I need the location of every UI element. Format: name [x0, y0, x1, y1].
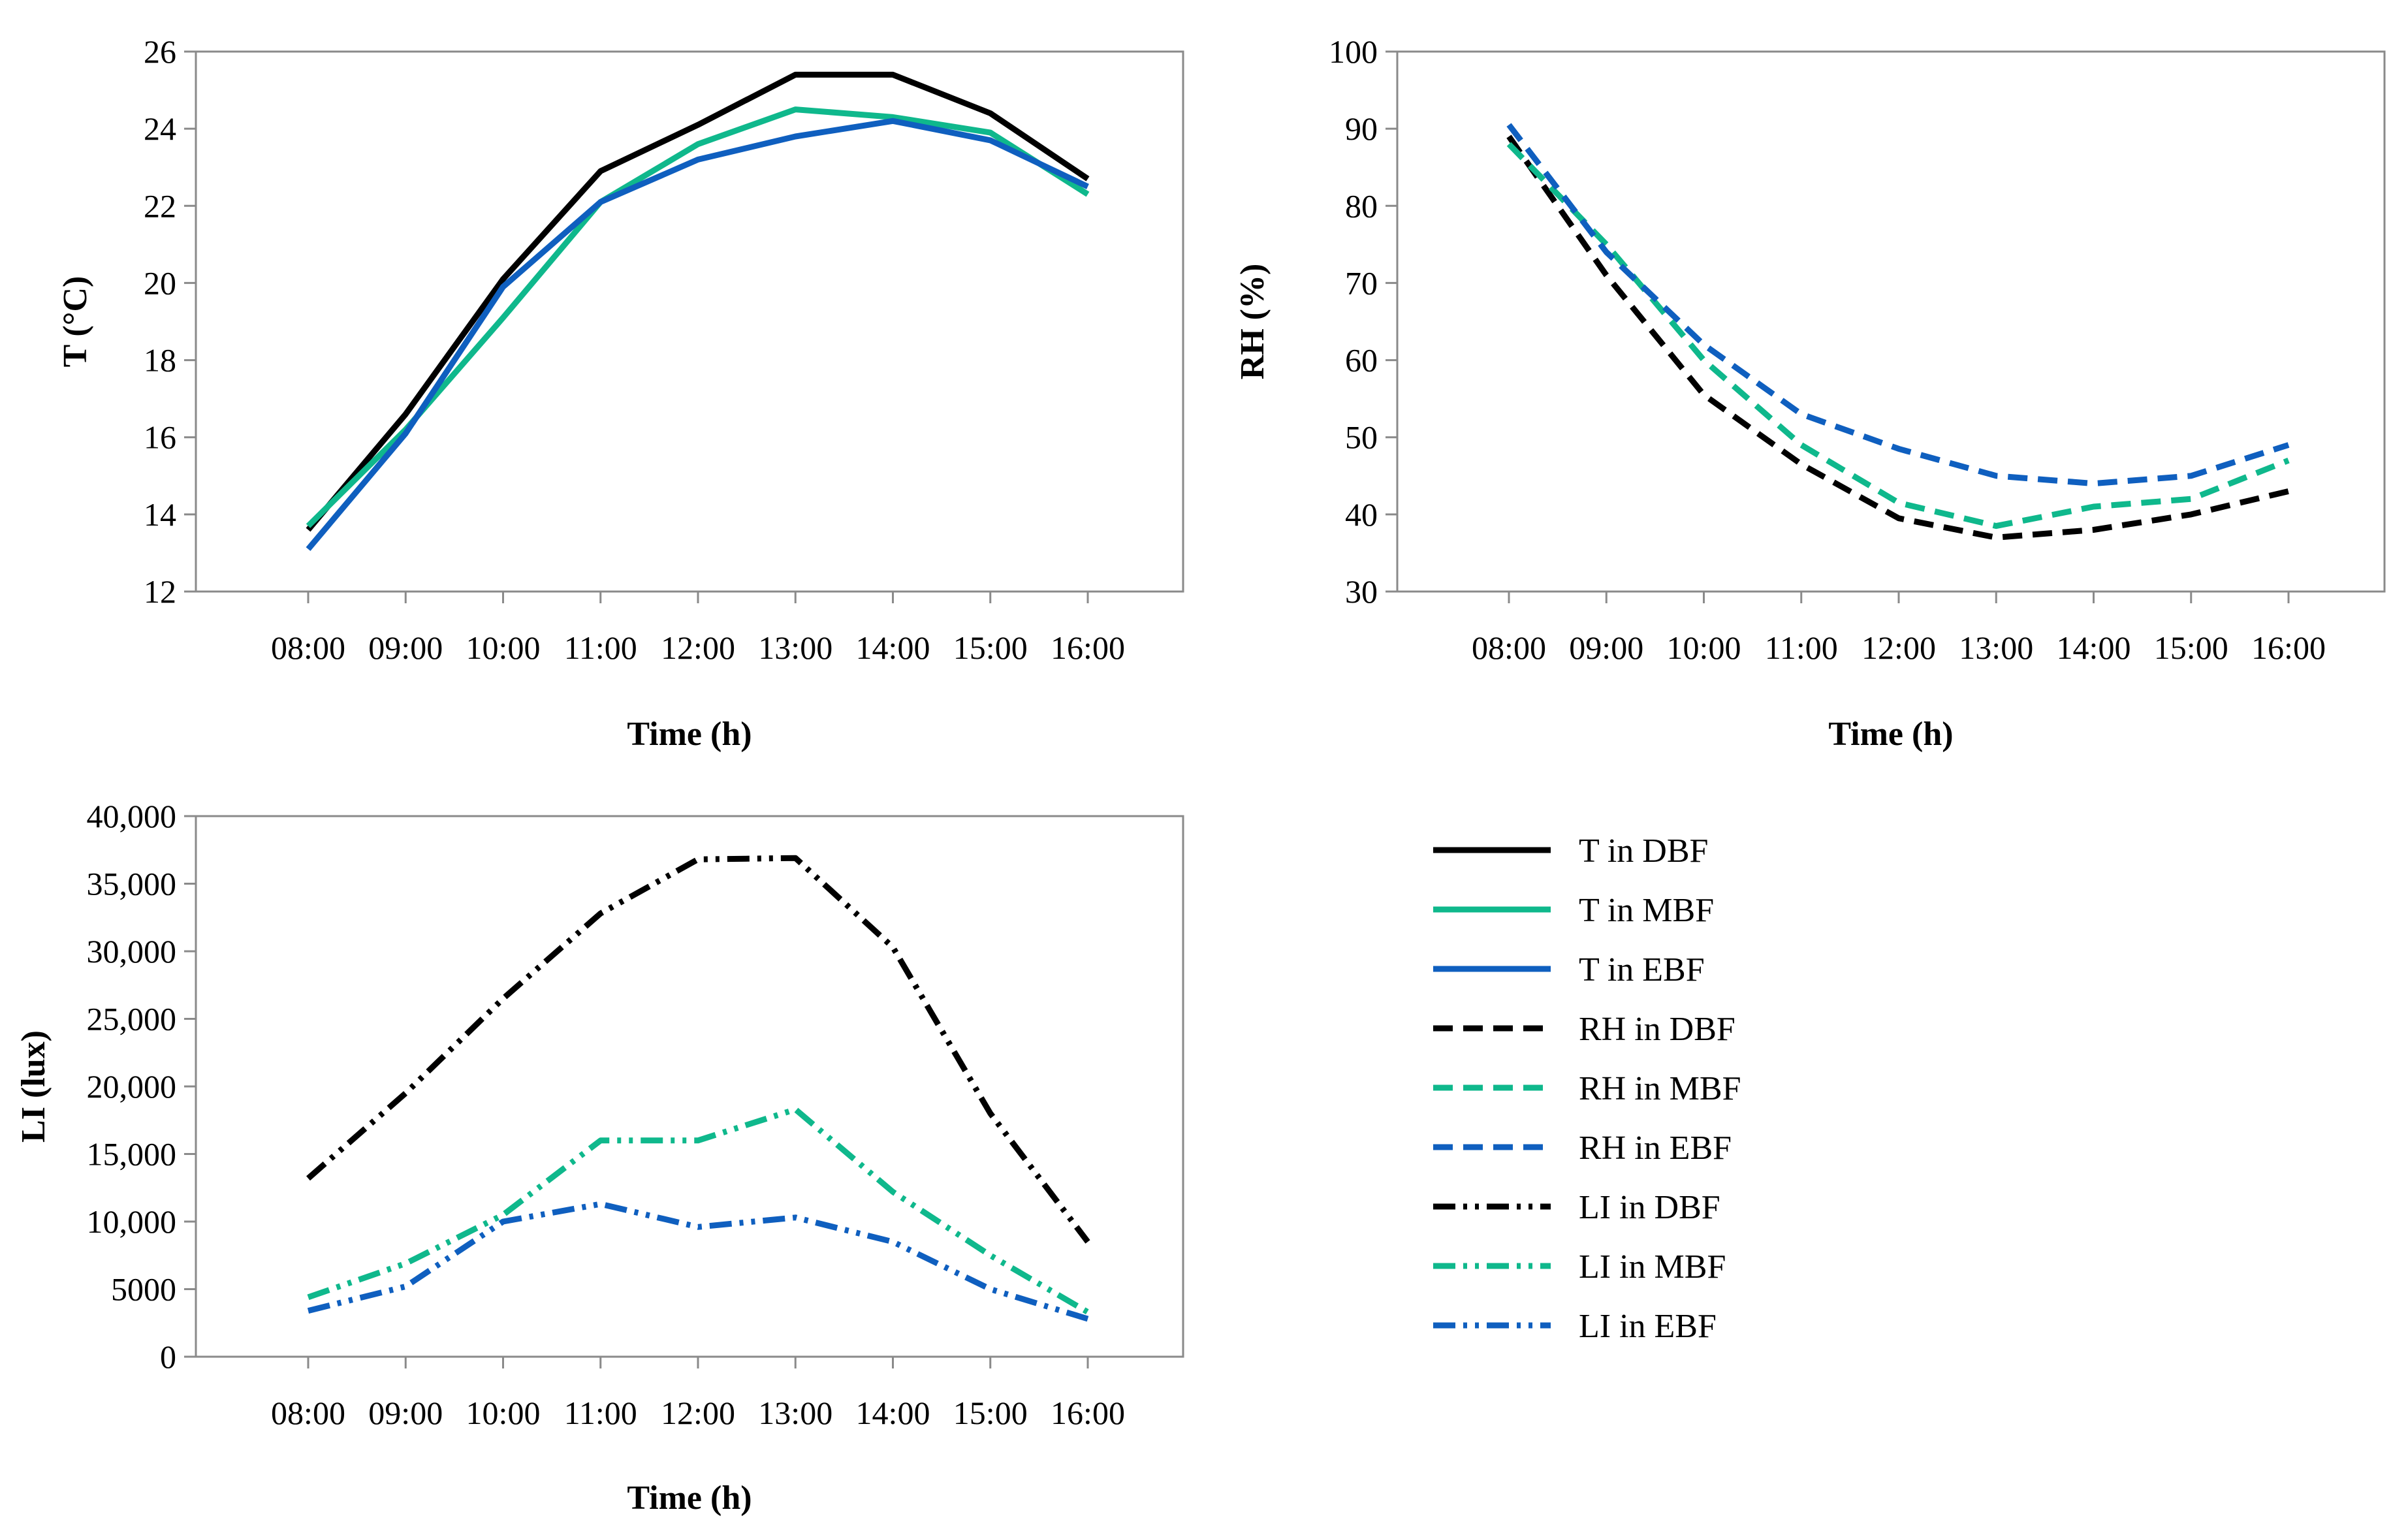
y-tick-label: 40,000 [87, 798, 177, 834]
y-tick-label: 100 [1329, 33, 1378, 70]
x-axis-title: Time (h) [627, 1479, 752, 1517]
x-tick-label: 16:00 [2251, 629, 2326, 666]
x-tick-label: 15:00 [953, 1395, 1028, 1431]
x-tick-label: 14:00 [856, 1395, 930, 1431]
x-tick-label: 14:00 [856, 629, 930, 666]
x-tick-label: 11:00 [564, 629, 637, 666]
series-line-rh-in-dbf [1506, 134, 2290, 541]
y-axis-title: LI (lux) [15, 1030, 52, 1143]
humidity-chart: 30 40 50 60 70 80 90 100 08:00 09:00 10:00 11:00 12:… [1234, 33, 2386, 753]
x-tick-label: 12:00 [1861, 629, 1936, 666]
x-tick-label: 08:00 [271, 629, 345, 666]
y-tick-label: 14 [144, 496, 176, 533]
legend-label: T in DBF [1579, 832, 1708, 870]
x-tick-label: 14:00 [2057, 629, 2131, 666]
x-tick-label: 12:00 [661, 629, 735, 666]
legend-label: T in EBF [1579, 951, 1705, 988]
series-line-li-in-dbf [306, 855, 1090, 1244]
x-tick-label: 11:00 [1765, 629, 1838, 666]
series-line-li-in-ebf [307, 1201, 1089, 1322]
y-tick-label: 18 [144, 342, 176, 379]
y-axis-title: T (°C) [57, 276, 94, 368]
series-line-t-in-ebf [306, 118, 1089, 551]
y-tick-label: 30 [1345, 573, 1378, 610]
y-tick-label: 26 [144, 33, 176, 70]
legend-label: RH in DBF [1579, 1011, 1735, 1048]
series-line-li-in-mbf [307, 1106, 1090, 1315]
legend-label: RH in EBF [1579, 1130, 1732, 1167]
y-tick-label: 80 [1345, 187, 1378, 224]
y-axis-title: RH (%) [1234, 264, 1271, 380]
legend-label: LI in MBF [1579, 1248, 1726, 1286]
y-tick-label: 10,000 [87, 1203, 177, 1240]
y-tick-label: 22 [144, 187, 176, 224]
y-tick-label: 15,000 [87, 1136, 177, 1173]
series-line-rh-in-mbf [1506, 142, 2290, 529]
x-tick-label: 16:00 [1051, 629, 1125, 666]
x-tick-label: 13:00 [758, 1395, 832, 1431]
y-tick-label: 12 [144, 573, 176, 610]
x-tick-label: 11:00 [564, 1395, 637, 1431]
plot-frame [195, 50, 1184, 593]
plot-frame [1396, 50, 2386, 593]
x-tick-label: 10:00 [1667, 629, 1741, 666]
y-tick-label: 25,000 [87, 1001, 177, 1037]
y-tick-label: 60 [1345, 342, 1378, 379]
x-tick-label: 12:00 [661, 1395, 735, 1431]
light-intensity-chart: 0 5000 10,000 15,000 20,000 25,000 30,000 35,00… [15, 798, 1184, 1517]
series-line-t-in-mbf [306, 106, 1090, 528]
x-tick-label: 08:00 [1472, 629, 1546, 666]
x-tick-label: 09:00 [1569, 629, 1643, 666]
y-tick-label: 24 [144, 110, 176, 147]
y-tick-label: 70 [1345, 264, 1378, 301]
x-tick-label: 15:00 [953, 629, 1028, 666]
x-tick-label: 13:00 [758, 629, 832, 666]
y-tick-label: 16 [144, 419, 176, 456]
y-tick-label: 40 [1345, 496, 1378, 533]
y-tick-label: 30,000 [87, 933, 177, 970]
y-tick-label: 20,000 [87, 1068, 177, 1105]
series-line-rh-in-ebf [1506, 123, 2290, 487]
x-tick-label: 08:00 [271, 1395, 345, 1431]
x-tick-label: 16:00 [1051, 1395, 1125, 1431]
x-tick-label: 10:00 [466, 1395, 541, 1431]
y-tick-label: 5000 [111, 1271, 176, 1308]
y-tick-label: 0 [160, 1338, 176, 1375]
plot-frame [195, 815, 1184, 1358]
x-tick-label: 10:00 [466, 629, 541, 666]
x-tick-label: 13:00 [1959, 629, 2033, 666]
y-tick-label: 35,000 [87, 866, 177, 902]
legend-label: RH in MBF [1579, 1070, 1741, 1107]
y-tick-label: 90 [1345, 110, 1378, 147]
legend-label: LI in EBF [1579, 1308, 1717, 1345]
temperature-chart: 12 14 16 18 20 22 24 26 08:00 09:00 10:00 11:00 12:0… [57, 33, 1184, 753]
series-line-t-in-dbf [306, 71, 1090, 532]
legend: T in DBF T in MBF T in EBF RH in DBF RH in M… [1433, 832, 1741, 1345]
legend-label: T in MBF [1579, 892, 1714, 929]
x-tick-label: 09:00 [368, 1395, 443, 1431]
x-tick-label: 09:00 [368, 629, 443, 666]
legend-label: LI in DBF [1579, 1189, 1720, 1226]
x-axis-title: Time (h) [1828, 716, 1953, 753]
y-tick-label: 50 [1345, 419, 1378, 456]
x-tick-label: 15:00 [2154, 629, 2228, 666]
x-axis-title: Time (h) [627, 716, 752, 753]
y-tick-label: 20 [144, 264, 176, 301]
